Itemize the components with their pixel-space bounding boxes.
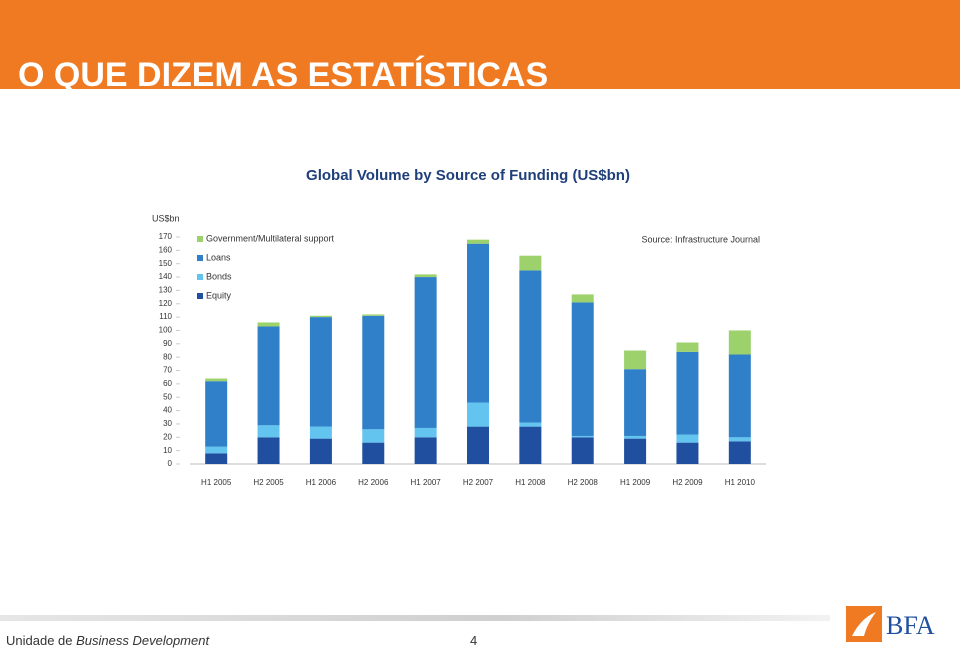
y-tick-label: 100 [159,326,173,335]
bar-segment [519,255,542,271]
bar-segment [728,437,751,442]
bar-segment [414,277,437,428]
logo: BFA [846,606,935,642]
bar-segment [519,422,542,427]
bar-segment [205,446,228,454]
y-tick-label: 40 [163,406,172,415]
bar-segment [624,435,647,439]
legend-label: Equity [206,290,232,300]
y-tick-label: 90 [163,339,172,348]
bar-segment [467,426,489,464]
bar-segment [467,239,489,244]
y-tick-label: 30 [163,419,172,428]
bar-segment [519,426,542,464]
y-tick-label: 170 [159,232,173,241]
bar-segment [676,351,699,435]
y-tick-label: 160 [159,245,173,254]
footer-text: Unidade de [6,633,73,648]
bar-segment [676,434,699,443]
legend-label: Government/Multilateral support [206,233,335,243]
x-tick-label: H1 2009 [620,478,651,487]
y-tick-label: 80 [163,352,172,361]
y-tick-label: 120 [159,299,173,308]
bar-segment [414,274,437,278]
bar-segment [571,302,594,436]
chart-title: Global Volume by Source of Funding (US$b… [306,167,630,184]
bar-segment [467,243,489,403]
x-tick-label: H2 2008 [568,478,599,487]
bar-segment [519,270,542,423]
bar-segment [414,437,437,464]
y-tick-label: 0 [168,459,173,468]
bar-segment [467,402,489,427]
y-tick-label: 70 [163,366,172,375]
x-tick-label: H1 2008 [515,478,546,487]
x-tick-label: H1 2005 [201,478,232,487]
y-tick-label: 140 [159,272,173,281]
bar-segment [257,425,280,438]
legend-swatch [197,236,203,242]
header: O QUE DIZEM AS ESTATÍSTICAS [0,0,960,89]
bar-segment [676,442,699,464]
bar-segment [728,354,751,438]
legend-label: Bonds [206,271,232,281]
legend-label: Loans [206,252,231,262]
x-tick-label: H1 2006 [306,478,337,487]
bar-segment [362,315,385,430]
legend-swatch [197,255,203,261]
bar-segment [309,426,332,439]
bar-segment [309,315,332,318]
bar-segment [571,294,594,303]
bar-segment [309,438,332,464]
page-number: 4 [470,633,478,648]
y-tick-label: 10 [163,446,172,455]
bar-segment [205,378,228,382]
footer-italic: Business Development [76,633,210,648]
bar-segment [624,350,647,370]
bar-segment [309,317,332,427]
x-tick-label: H1 2007 [411,478,442,487]
bar-segment [205,381,228,447]
y-tick-label: 150 [159,259,173,268]
logo-shape [852,612,876,636]
x-tick-label: H2 2009 [672,478,703,487]
source: Source: Infrastructure Journal [641,234,760,244]
bar-segment [362,442,385,464]
legend-swatch [197,274,203,280]
footer-line [0,615,830,621]
bar-segment [571,437,594,464]
bar-segment [624,438,647,464]
y-tick-label: 110 [159,312,172,321]
bar-segment [676,342,699,352]
y-tick-label: 20 [163,432,172,441]
bar-segment [257,322,280,327]
x-tick-label: H2 2007 [463,478,494,487]
bar-segment [728,441,751,464]
bar-segment [728,330,751,355]
x-tick-label: H2 2006 [358,478,389,487]
y-tick-label: 60 [163,379,172,388]
x-tick-label: H2 2005 [253,478,284,487]
slide-title: O QUE DIZEM AS ESTATÍSTICAS [18,56,549,89]
legend-swatch [197,293,203,299]
bar-segment [362,314,385,316]
bar-segment [571,435,594,438]
bar-segment [257,326,280,426]
bar-segment [205,453,228,464]
x-tick-label: H1 2010 [725,478,756,487]
y-tick-label: 50 [163,392,172,401]
bar-segment [414,427,437,438]
bar-segment [362,429,385,443]
bar-segment [257,437,280,464]
footer: Unidade de Business Development [6,633,209,648]
logo-text: BFA [886,611,935,640]
y-axis-label: US$bn [152,213,180,223]
bar-segment [624,369,647,436]
chart: Global Volume by Source of Funding (US$b… [152,167,766,487]
y-tick-label: 130 [159,286,173,295]
